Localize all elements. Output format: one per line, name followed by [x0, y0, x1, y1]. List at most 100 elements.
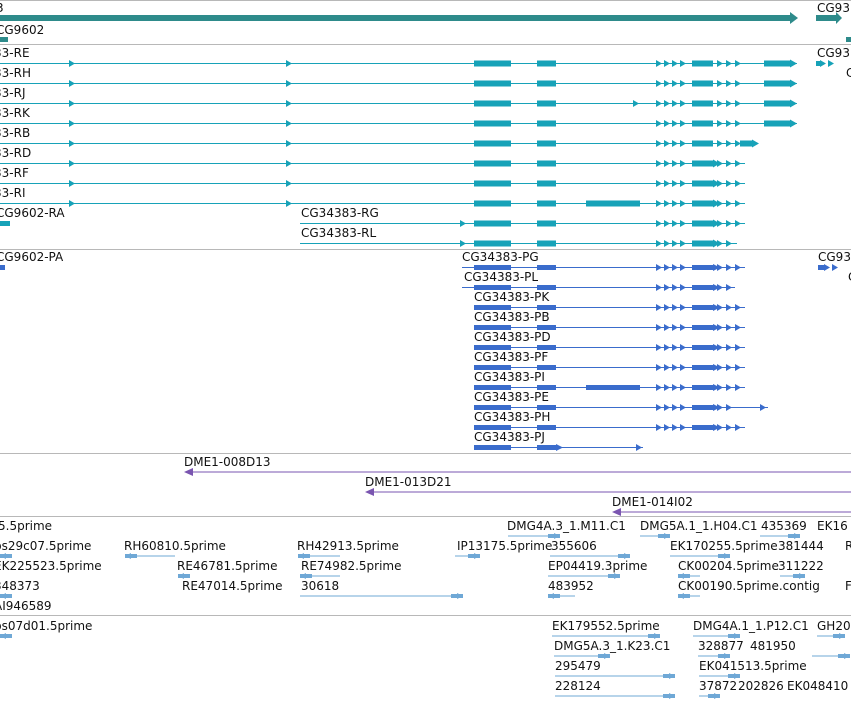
- exon[interactable]: [474, 405, 511, 410]
- exon[interactable]: [793, 574, 805, 578]
- exon[interactable]: [537, 365, 556, 370]
- exon[interactable]: [537, 265, 556, 270]
- exon[interactable]: [474, 180, 511, 187]
- exon[interactable]: [537, 160, 556, 167]
- exon[interactable]: [537, 100, 556, 107]
- exon[interactable]: [692, 345, 713, 350]
- exon[interactable]: [838, 654, 850, 658]
- exon[interactable]: [125, 554, 137, 558]
- exon[interactable]: [474, 120, 511, 127]
- exon[interactable]: [708, 694, 720, 698]
- exon[interactable]: [0, 221, 10, 226]
- exon[interactable]: [692, 305, 713, 310]
- gene-feature[interactable]: [846, 37, 851, 42]
- exon[interactable]: [537, 120, 556, 127]
- exon[interactable]: [692, 60, 713, 67]
- exon[interactable]: [663, 674, 675, 678]
- exon[interactable]: [618, 554, 630, 558]
- exon[interactable]: [474, 220, 511, 227]
- exon[interactable]: [537, 180, 556, 187]
- exon[interactable]: [537, 200, 556, 207]
- exon[interactable]: [818, 265, 824, 270]
- exon[interactable]: [474, 425, 511, 430]
- exon[interactable]: [474, 345, 511, 350]
- exon[interactable]: [598, 654, 610, 658]
- exon[interactable]: [692, 265, 713, 270]
- exon[interactable]: [537, 425, 556, 430]
- exon[interactable]: [300, 574, 312, 578]
- exon[interactable]: [537, 325, 556, 330]
- exon[interactable]: [692, 200, 713, 207]
- exon[interactable]: [178, 574, 190, 578]
- exon[interactable]: [474, 385, 511, 390]
- exon[interactable]: [692, 100, 713, 107]
- exon[interactable]: [833, 634, 845, 638]
- exon[interactable]: [537, 60, 556, 67]
- exon[interactable]: [692, 120, 713, 127]
- exon[interactable]: [474, 265, 511, 270]
- exon[interactable]: [474, 160, 511, 167]
- exon[interactable]: [692, 80, 713, 87]
- exon[interactable]: [0, 594, 12, 598]
- transcript-features[interactable]: [0, 59, 797, 248]
- exon[interactable]: [537, 240, 556, 247]
- exon[interactable]: [692, 405, 713, 410]
- exon[interactable]: [0, 554, 12, 558]
- exon[interactable]: [537, 220, 556, 227]
- exon[interactable]: [718, 654, 730, 658]
- exon[interactable]: [474, 305, 511, 310]
- exon[interactable]: [692, 240, 713, 247]
- exon[interactable]: [608, 574, 620, 578]
- gene-feature[interactable]: [816, 15, 836, 21]
- exon[interactable]: [586, 200, 640, 207]
- exon[interactable]: [548, 594, 560, 598]
- exon[interactable]: [474, 445, 511, 450]
- exon[interactable]: [658, 534, 670, 538]
- exon[interactable]: [468, 554, 480, 558]
- exon[interactable]: [537, 305, 556, 310]
- exon[interactable]: [474, 240, 511, 247]
- exon[interactable]: [692, 325, 713, 330]
- exon[interactable]: [692, 365, 713, 370]
- exon[interactable]: [678, 594, 690, 598]
- exon[interactable]: [692, 220, 713, 227]
- exon[interactable]: [728, 674, 740, 678]
- exon[interactable]: [474, 285, 511, 290]
- exon[interactable]: [718, 554, 730, 558]
- exon[interactable]: [764, 80, 790, 87]
- exon[interactable]: [0, 265, 5, 270]
- exon[interactable]: [537, 285, 556, 290]
- exon[interactable]: [537, 385, 556, 390]
- exon[interactable]: [474, 80, 511, 87]
- exon[interactable]: [537, 140, 556, 147]
- est-features[interactable]: [0, 533, 805, 599]
- exon[interactable]: [692, 285, 713, 290]
- exon[interactable]: [474, 60, 511, 67]
- exon[interactable]: [728, 634, 740, 638]
- exon[interactable]: [474, 200, 511, 207]
- exon[interactable]: [537, 405, 556, 410]
- gene-feature[interactable]: [0, 37, 8, 42]
- exon[interactable]: [692, 385, 713, 390]
- exon[interactable]: [298, 554, 310, 558]
- exon[interactable]: [692, 425, 713, 430]
- exon[interactable]: [537, 345, 556, 350]
- exon[interactable]: [692, 160, 713, 167]
- exon[interactable]: [788, 534, 800, 538]
- exon[interactable]: [537, 80, 556, 87]
- protein-features[interactable]: [462, 264, 768, 451]
- exon[interactable]: [0, 634, 12, 638]
- exon[interactable]: [678, 574, 690, 578]
- exon[interactable]: [764, 120, 790, 127]
- exon[interactable]: [474, 325, 511, 330]
- exon[interactable]: [586, 385, 640, 390]
- est-features[interactable]: [0, 633, 850, 699]
- exon[interactable]: [648, 634, 660, 638]
- exon[interactable]: [692, 140, 713, 147]
- exon[interactable]: [537, 445, 556, 450]
- exon[interactable]: [474, 365, 511, 370]
- exon[interactable]: [451, 594, 463, 598]
- exon[interactable]: [548, 534, 560, 538]
- exon[interactable]: [816, 61, 820, 66]
